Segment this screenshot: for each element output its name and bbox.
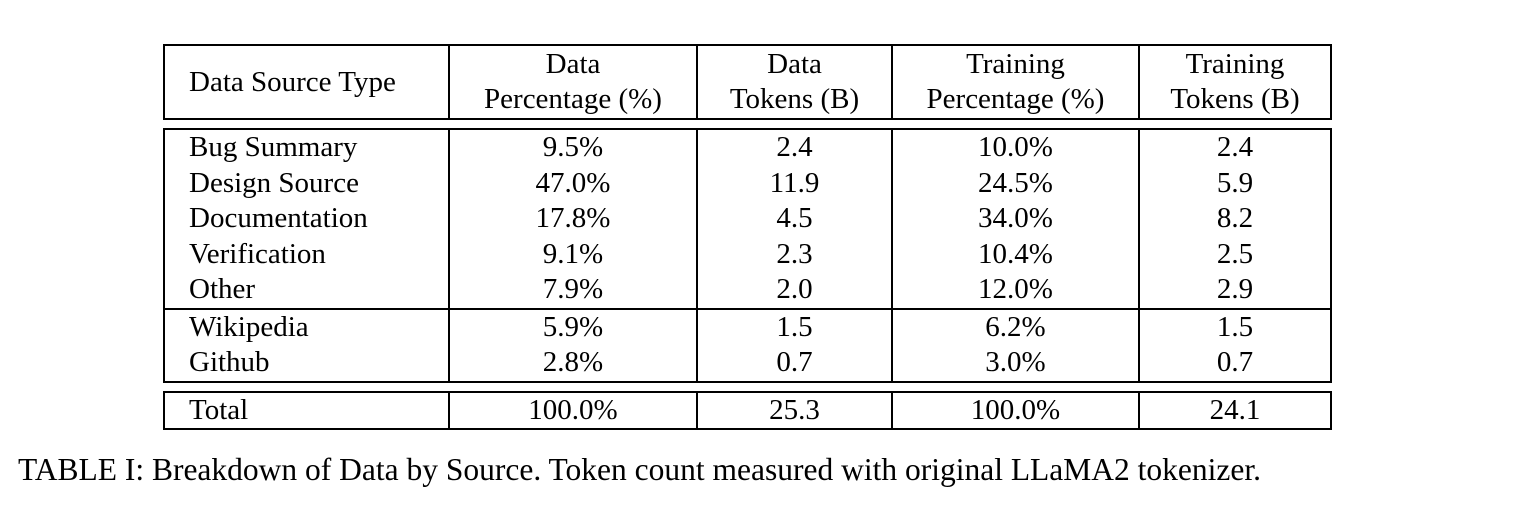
cell-training-percentage: 3.0% [891, 345, 1138, 381]
cell-data-tokens: 11.9 [696, 165, 891, 201]
cell-data-percentage: 47.0% [448, 165, 696, 201]
table-body: Bug Summary 9.5% 2.4 10.0% 2.4 Design Source 4… [163, 128, 1332, 383]
cell-data-tokens: 2.0 [696, 272, 891, 308]
cell-data-tokens: 0.7 [696, 345, 891, 381]
cell-data-percentage: 9.5% [448, 130, 696, 166]
cell-training-percentage: 24.5% [891, 165, 1138, 201]
cell-training-tokens: 2.5 [1138, 236, 1330, 272]
header-row: Data Source Type Data Percentage (%) Dat… [165, 46, 1330, 118]
cell-source-type: Documentation [189, 202, 368, 235]
total-training-tokens: 24.1 [1138, 392, 1330, 428]
cell-training-percentage: 34.0% [891, 201, 1138, 237]
cell-data-tokens: 1.5 [696, 309, 891, 345]
cell-data-percentage: 9.1% [448, 236, 696, 272]
cell-training-tokens: 2.4 [1138, 130, 1330, 166]
cell-data-percentage: 5.9% [448, 309, 696, 345]
total-label: Total [189, 393, 249, 426]
table-row: Design Source 47.0% 11.9 24.5% 5.9 [165, 165, 1330, 201]
table-row: Wikipedia 5.9% 1.5 6.2% 1.5 [165, 307, 1330, 345]
cell-source-type: Wikipedia [189, 310, 309, 343]
cell-source-type: Github [189, 346, 270, 379]
table-row: Other 7.9% 2.0 12.0% 2.9 [165, 272, 1330, 308]
cell-data-tokens: 2.3 [696, 236, 891, 272]
cell-source-type: Other [189, 273, 256, 306]
table-total: Total 100.0% 25.3 100.0% 24.1 [163, 390, 1332, 430]
cell-training-tokens: 2.9 [1138, 272, 1330, 308]
cell-training-percentage: 12.0% [891, 272, 1138, 308]
table-row: Bug Summary 9.5% 2.4 10.0% 2.4 [165, 130, 1330, 166]
table-row: Documentation 17.8% 4.5 34.0% 8.2 [165, 201, 1330, 237]
header-cell-data-tokens: Data Tokens (B) [696, 46, 891, 118]
cell-training-tokens: 1.5 [1138, 309, 1330, 345]
cell-training-tokens: 8.2 [1138, 201, 1330, 237]
cell-source-type: Design Source [189, 166, 359, 199]
cell-source-type: Bug Summary [189, 131, 358, 164]
cell-training-percentage: 10.0% [891, 130, 1138, 166]
cell-training-percentage: 6.2% [891, 309, 1138, 345]
cell-data-tokens: 2.4 [696, 130, 891, 166]
cell-data-tokens: 4.5 [696, 201, 891, 237]
cell-training-percentage: 10.4% [891, 236, 1138, 272]
cell-data-percentage: 2.8% [448, 345, 696, 381]
header-cell-source-type: Data Source Type [189, 65, 396, 98]
table-header: Data Source Type Data Percentage (%) Dat… [163, 44, 1332, 120]
header-cell-training-tokens: Training Tokens (B) [1138, 46, 1330, 118]
table-caption: TABLE I: Breakdown of Data by Source. To… [18, 452, 1261, 487]
table-row: Verification 9.1% 2.3 10.4% 2.5 [165, 236, 1330, 272]
cell-training-tokens: 0.7 [1138, 345, 1330, 381]
total-training-percentage: 100.0% [891, 392, 1138, 428]
header-cell-training-percentage: Training Percentage (%) [891, 46, 1138, 118]
total-data-tokens: 25.3 [696, 392, 891, 428]
table-row: Github 2.8% 0.7 3.0% 0.7 [165, 345, 1330, 381]
total-row: Total 100.0% 25.3 100.0% 24.1 [165, 392, 1330, 428]
cell-source-type: Verification [189, 237, 326, 270]
data-breakdown-table: Data Source Type Data Percentage (%) Dat… [163, 44, 1332, 430]
total-data-percentage: 100.0% [448, 392, 696, 428]
cell-data-percentage: 7.9% [448, 272, 696, 308]
header-cell-data-percentage: Data Percentage (%) [448, 46, 696, 118]
cell-data-percentage: 17.8% [448, 201, 696, 237]
cell-training-tokens: 5.9 [1138, 165, 1330, 201]
